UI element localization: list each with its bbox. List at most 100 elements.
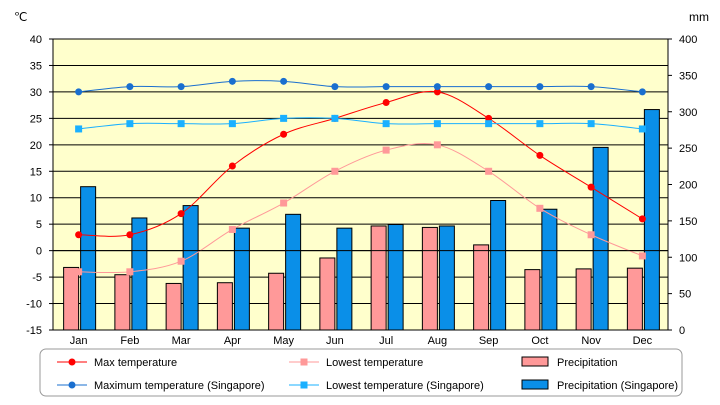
left-tick-label: -10 xyxy=(26,299,42,311)
right-tick-label: 0 xyxy=(679,325,685,337)
data-point xyxy=(638,215,646,223)
data-point xyxy=(331,83,339,91)
legend-label: Max temperature xyxy=(94,357,177,369)
data-point xyxy=(228,162,236,170)
bar xyxy=(80,186,97,331)
x-tick-label: Oct xyxy=(531,335,548,347)
data-point xyxy=(382,83,390,91)
left-tick-label: 40 xyxy=(30,34,42,46)
bar xyxy=(473,244,490,331)
legend-marker xyxy=(68,358,76,366)
data-point xyxy=(433,120,441,128)
legend-label: Precipitation xyxy=(557,357,618,369)
data-point xyxy=(587,183,595,191)
legend-label: Lowest temperature (Singapore) xyxy=(326,380,484,392)
x-tick-label: Aug xyxy=(428,335,448,347)
bar xyxy=(114,274,131,331)
data-point xyxy=(536,151,544,159)
left-tick-label: 10 xyxy=(30,193,42,205)
data-point xyxy=(587,231,595,239)
data-point xyxy=(75,125,83,133)
data-point xyxy=(177,210,185,218)
series-line xyxy=(78,143,643,274)
right-tick-label: 150 xyxy=(679,216,697,228)
x-tick-label: Apr xyxy=(224,335,241,347)
left-tick-label: 35 xyxy=(30,60,42,72)
data-point xyxy=(126,268,134,276)
data-point xyxy=(280,130,288,138)
data-point xyxy=(280,114,288,122)
bar xyxy=(131,217,148,331)
data-point xyxy=(177,257,185,265)
bar xyxy=(216,282,233,331)
bar xyxy=(165,282,182,331)
data-point xyxy=(382,98,390,106)
data-point xyxy=(638,88,646,96)
bar xyxy=(643,109,660,331)
data-point xyxy=(485,114,493,122)
data-point xyxy=(433,83,441,91)
bar xyxy=(575,268,592,331)
data-point xyxy=(280,199,288,207)
data-point xyxy=(536,83,544,91)
axis-layer: 4035302520151050-5-10-154003503002502001… xyxy=(26,34,697,347)
data-point xyxy=(433,141,441,149)
left-tick-label: 25 xyxy=(30,113,42,125)
data-point xyxy=(177,120,185,128)
legend-marker xyxy=(300,381,308,389)
x-tick-label: Sep xyxy=(479,335,499,347)
bar xyxy=(421,226,438,331)
data-point xyxy=(331,114,339,122)
left-tick-label: 20 xyxy=(30,140,42,152)
data-point xyxy=(485,120,493,128)
left-tick-label: 15 xyxy=(30,166,42,178)
data-point xyxy=(126,120,134,128)
x-tick-label: May xyxy=(273,335,294,347)
plot-area xyxy=(53,39,668,330)
bar xyxy=(319,257,336,331)
data-point xyxy=(75,231,83,239)
data-point xyxy=(485,83,493,91)
series-line xyxy=(78,90,643,237)
series-line xyxy=(78,117,643,130)
data-point xyxy=(331,167,339,175)
bar xyxy=(541,208,558,331)
legend-label: Lowest temperature xyxy=(326,357,423,369)
data-point xyxy=(536,120,544,128)
data-point xyxy=(75,268,83,276)
right-tick-label: 300 xyxy=(679,107,697,119)
x-tick-label: Dec xyxy=(633,335,653,347)
legend-label: Precipitation (Singapore) xyxy=(557,380,678,392)
bar xyxy=(626,267,643,331)
left-axis-unit: ℃ xyxy=(14,10,27,24)
bar xyxy=(285,213,302,331)
x-tick-label: Nov xyxy=(581,335,601,347)
bar xyxy=(490,200,507,331)
x-tick-label: Jul xyxy=(379,335,393,347)
legend-label: Maximum temperature (Singapore) xyxy=(94,380,265,392)
x-tick-label: Jun xyxy=(326,335,344,347)
data-point xyxy=(280,77,288,85)
bar xyxy=(438,225,455,331)
data-point xyxy=(382,120,390,128)
bar xyxy=(336,227,353,331)
left-tick-label: 0 xyxy=(36,246,42,258)
bar xyxy=(524,269,541,331)
legend-marker xyxy=(300,358,308,366)
data-point xyxy=(177,83,185,91)
left-tick-label: 5 xyxy=(36,219,42,231)
bar xyxy=(268,272,285,331)
bar xyxy=(233,227,250,331)
legend-swatch xyxy=(521,356,549,367)
data-point xyxy=(587,83,595,91)
data-point xyxy=(228,225,236,233)
data-point xyxy=(433,88,441,96)
data-point xyxy=(75,88,83,96)
data-point xyxy=(228,120,236,128)
data-point xyxy=(536,204,544,212)
bar xyxy=(182,205,199,331)
x-tick-label: Feb xyxy=(120,335,139,347)
left-tick-label: 30 xyxy=(30,87,42,99)
